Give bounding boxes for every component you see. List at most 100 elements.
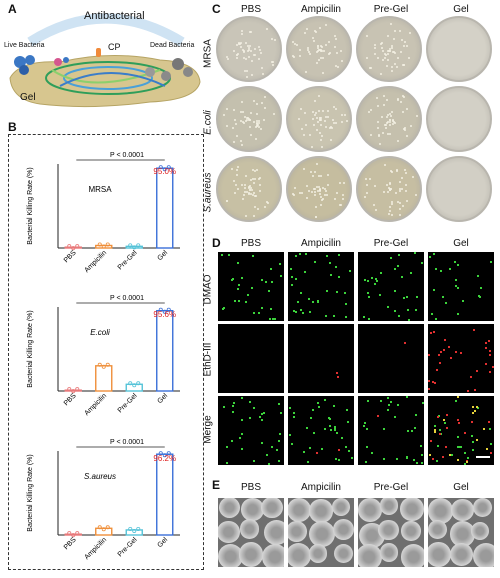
colony: [246, 70, 249, 73]
cell-dot: [238, 283, 241, 286]
colony: [257, 177, 260, 180]
cell-dot: [344, 302, 347, 305]
cell-dot: [239, 437, 242, 440]
bar-gel: [156, 167, 174, 249]
cell-dot: [489, 442, 492, 445]
cell-dot: [324, 427, 327, 430]
colony: [241, 32, 244, 35]
colony: [244, 70, 247, 73]
cell-dot: [278, 460, 281, 463]
sem-image: [288, 498, 354, 567]
red-blood-cell: [451, 498, 474, 522]
cell-dot: [364, 460, 367, 463]
fluorescence-image: [428, 324, 494, 393]
colony: [258, 57, 261, 60]
colony: [243, 56, 246, 59]
colony: [387, 114, 390, 117]
cell-dot: [406, 396, 409, 399]
colony: [318, 190, 321, 193]
cell-dot: [421, 261, 424, 264]
cell-dot: [476, 405, 479, 408]
colony: [259, 183, 262, 186]
cell-dot: [379, 272, 382, 274]
data-point: [128, 526, 133, 531]
colony: [387, 213, 390, 216]
colony: [320, 57, 323, 60]
colony: [240, 101, 243, 104]
colony: [242, 120, 245, 123]
cell-dot: [288, 407, 291, 410]
cell-dot: [276, 449, 279, 452]
cell-dot: [416, 462, 419, 465]
colony: [237, 165, 240, 168]
colony: [327, 41, 330, 44]
colony: [301, 127, 304, 130]
cell-dot: [394, 267, 397, 270]
colony: [312, 118, 315, 121]
colony: [299, 49, 302, 52]
colony: [240, 42, 242, 45]
cell-dot: [393, 290, 396, 293]
colony: [245, 116, 248, 119]
colony: [321, 45, 324, 48]
colony: [405, 44, 408, 47]
colony: [305, 196, 308, 199]
colony: [234, 119, 237, 122]
colony: [256, 123, 259, 126]
cell-dot: [291, 284, 294, 287]
cell-dot: [270, 307, 273, 310]
colony: [390, 115, 393, 118]
colony: [264, 95, 267, 98]
colony: [317, 185, 320, 188]
colony: [339, 182, 342, 185]
red-blood-cell: [400, 498, 424, 521]
colony: [385, 54, 388, 57]
colony: [389, 123, 392, 126]
cell-dot: [397, 314, 400, 317]
cell-dot: [345, 445, 348, 448]
cell-dot: [472, 329, 475, 332]
colony: [402, 94, 405, 97]
colony: [324, 189, 327, 192]
colony: [314, 114, 316, 117]
cell-dot: [382, 428, 385, 431]
cell-dot: [439, 269, 442, 272]
cell-dot: [335, 372, 338, 375]
colony: [396, 56, 399, 59]
colony: [396, 169, 399, 172]
cell-dot: [443, 418, 446, 421]
colony: [393, 120, 396, 123]
cell-dot: [291, 442, 294, 445]
colony: [249, 125, 252, 128]
colony: [382, 190, 385, 193]
red-blood-cell: [218, 498, 240, 519]
colony: [316, 163, 319, 166]
cell-dot: [375, 280, 378, 283]
cell-dot: [459, 351, 462, 354]
cell-dot: [477, 295, 480, 298]
colony: [365, 177, 368, 180]
red-blood-cell: [309, 544, 328, 563]
culture-plate: [426, 16, 492, 82]
red-blood-cell: [400, 544, 424, 567]
cell-dot: [241, 397, 244, 400]
cell-dot: [473, 389, 476, 392]
colony: [399, 213, 402, 216]
colony: [385, 127, 388, 130]
colony: [385, 99, 388, 102]
cell-dot: [317, 299, 320, 302]
cell-dot: [234, 300, 237, 303]
cell-dot: [397, 253, 400, 256]
colony: [255, 168, 258, 171]
colony: [255, 124, 258, 127]
cell-dot: [488, 428, 491, 431]
colony: [391, 171, 394, 174]
colony: [248, 31, 251, 34]
colony: [249, 187, 252, 190]
tick-label-pbs: PBS: [63, 249, 78, 264]
cell-dot: [312, 431, 315, 434]
data-point: [101, 527, 106, 532]
cell-dot: [485, 447, 488, 450]
gel-rate-annotation: 95.0%: [153, 167, 176, 176]
cell-dot: [280, 275, 283, 278]
